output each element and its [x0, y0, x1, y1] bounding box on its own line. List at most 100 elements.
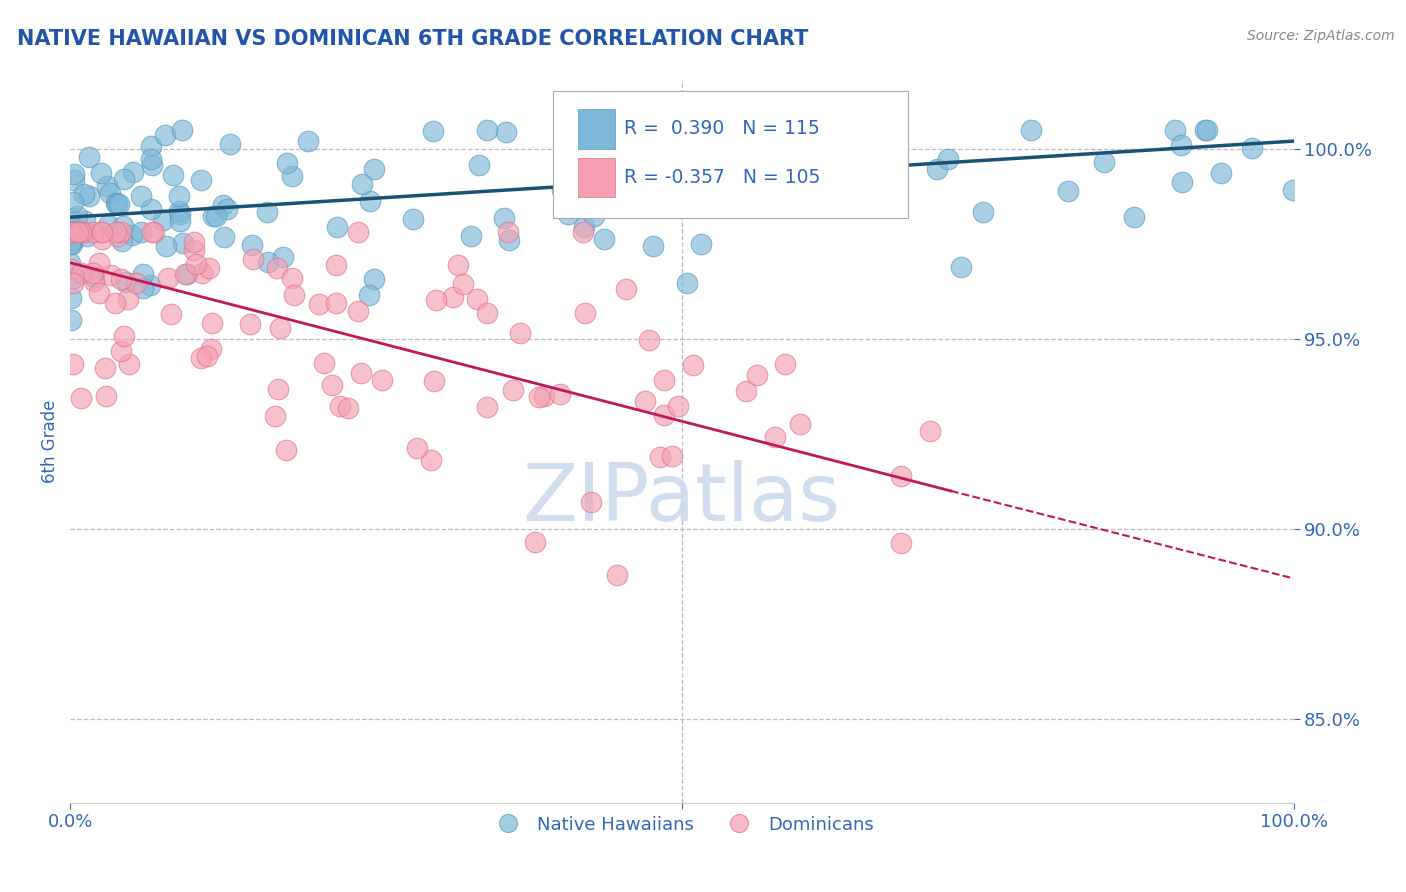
Point — [62, 276, 84, 290]
Point — [579, 495, 602, 509]
Point — [271, 250, 294, 264]
Point — [69, 391, 91, 405]
Point — [652, 408, 675, 422]
Point — [682, 358, 704, 372]
Point — [242, 252, 264, 267]
Text: R =  0.390   N = 115: R = 0.390 N = 115 — [624, 120, 820, 138]
Point — [1123, 210, 1146, 224]
Point — [763, 429, 786, 443]
Point — [1209, 165, 1232, 179]
Point — [59, 237, 82, 252]
Point — [326, 219, 349, 234]
Point — [66, 210, 89, 224]
Point — [972, 204, 994, 219]
Point — [240, 238, 263, 252]
Point — [218, 136, 240, 151]
Point — [100, 268, 122, 282]
Point — [59, 255, 82, 269]
Point — [70, 266, 93, 280]
Point — [112, 329, 135, 343]
Point — [337, 401, 360, 415]
Point — [112, 172, 135, 186]
Point — [211, 198, 233, 212]
Bar — [578, 109, 614, 149]
Point — [533, 389, 555, 403]
Point — [139, 152, 162, 166]
Point — [191, 266, 214, 280]
Point — [524, 535, 547, 549]
Text: Source: ZipAtlas.com: Source: ZipAtlas.com — [1247, 29, 1395, 43]
Point — [613, 122, 636, 136]
Point — [256, 204, 278, 219]
Point — [637, 333, 659, 347]
Point — [648, 450, 671, 465]
Point — [201, 209, 224, 223]
Point — [160, 307, 183, 321]
Point — [769, 175, 792, 189]
Point — [62, 233, 84, 247]
Point — [1170, 137, 1192, 152]
Point — [877, 122, 900, 136]
Point — [256, 255, 278, 269]
Point — [198, 261, 221, 276]
Point — [239, 318, 262, 332]
Point — [872, 189, 894, 203]
Point — [82, 266, 104, 280]
Point — [283, 288, 305, 302]
Y-axis label: 6th Grade: 6th Grade — [41, 400, 59, 483]
Point — [423, 374, 446, 388]
Point — [675, 277, 697, 291]
Point — [582, 209, 605, 223]
Point — [59, 226, 82, 240]
Point — [498, 233, 520, 247]
Point — [637, 160, 659, 174]
Point — [420, 453, 443, 467]
Point — [269, 320, 291, 334]
Point — [495, 125, 517, 139]
Point — [110, 226, 132, 240]
Point — [652, 373, 675, 387]
Point — [132, 280, 155, 294]
Point — [174, 267, 197, 281]
Point — [810, 167, 832, 181]
Point — [201, 316, 224, 330]
Point — [170, 122, 193, 136]
Point — [297, 134, 319, 148]
Point — [104, 295, 127, 310]
Point — [104, 226, 127, 240]
Point — [132, 267, 155, 281]
Point — [593, 231, 616, 245]
Point — [346, 304, 368, 318]
Point — [359, 194, 381, 208]
Point — [169, 207, 191, 221]
Point — [190, 173, 212, 187]
Point — [155, 239, 177, 253]
Point — [83, 269, 105, 284]
Point — [548, 387, 571, 401]
Point — [110, 272, 132, 286]
Point — [152, 212, 174, 227]
Point — [920, 425, 942, 439]
Point — [308, 296, 330, 310]
Point — [589, 163, 612, 178]
Point — [94, 389, 117, 403]
Point — [405, 441, 427, 455]
Point — [465, 293, 488, 307]
Point — [215, 202, 238, 216]
Point — [1163, 122, 1185, 136]
Point — [314, 356, 336, 370]
Point — [83, 274, 105, 288]
Point — [758, 122, 780, 136]
Point — [666, 399, 689, 413]
Point — [108, 196, 131, 211]
Point — [139, 138, 162, 153]
Point — [475, 122, 498, 136]
Point — [527, 390, 550, 404]
Point — [557, 207, 579, 221]
Point — [60, 226, 83, 240]
Point — [183, 243, 205, 257]
Point — [329, 400, 352, 414]
Point — [274, 443, 297, 458]
Point — [1197, 122, 1219, 136]
Point — [90, 165, 112, 179]
